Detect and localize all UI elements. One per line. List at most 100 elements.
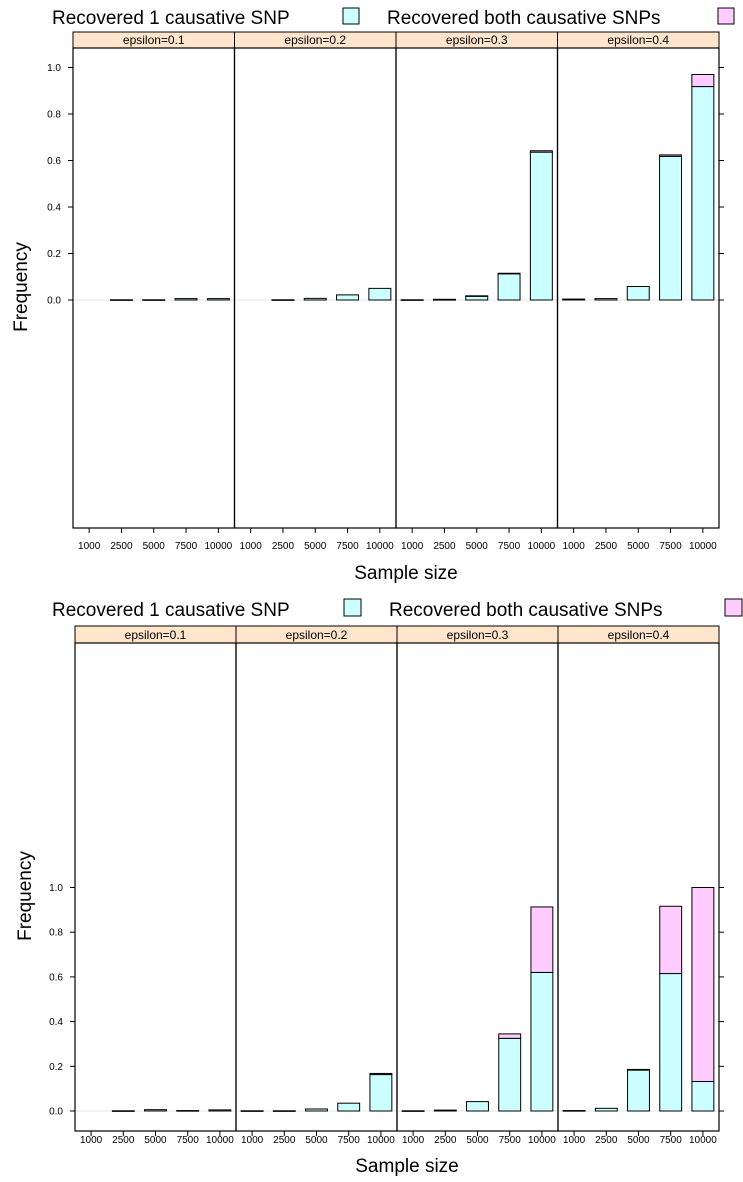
bar-one-snp xyxy=(594,298,618,301)
bar-one-snp xyxy=(206,298,230,301)
y-tick-label: 1.0 xyxy=(47,63,61,74)
chart-1: Recovered 1 causative SNP Recovered both … xyxy=(11,7,735,584)
chart-2: Recovered 1 causative SNP Recovered both … xyxy=(15,598,743,1177)
x-tick-label: 1000 xyxy=(78,541,101,552)
legend-label: Recovered both causative SNPs xyxy=(387,8,661,29)
x-tick-label: 10000 xyxy=(206,1135,234,1146)
bar-both-snps xyxy=(659,154,683,157)
bar-one-snp xyxy=(208,1109,232,1112)
bar-one-snp xyxy=(401,1110,425,1112)
panel: epsilon=0.4 1000 2500 5000 7500 10000 xyxy=(556,31,720,552)
x-tick-label: 5000 xyxy=(305,1135,328,1146)
bar-one-snp xyxy=(240,1110,264,1112)
bar-one-snp xyxy=(691,86,715,301)
legend-swatch xyxy=(342,7,360,25)
bar-one-snp xyxy=(176,1110,200,1112)
x-tick-label: 10000 xyxy=(204,541,232,552)
panel: epsilon=0.1 1000 2500 5000 7500 10000 xyxy=(74,625,237,1146)
y-tick-label: 0.6 xyxy=(49,972,63,983)
x-tick-label: 7500 xyxy=(498,541,521,552)
x-tick-label: 2500 xyxy=(595,1135,618,1146)
bar-one-snp xyxy=(691,1080,715,1112)
strip-label: epsilon=0.2 xyxy=(286,628,348,642)
bar-both-snps xyxy=(497,272,521,275)
bar-both-snps xyxy=(432,298,456,301)
bar-both-snps xyxy=(369,1072,393,1076)
strip-label: epsilon=0.3 xyxy=(447,628,509,642)
x-tick-label: 2500 xyxy=(434,1135,457,1146)
bar-one-snp xyxy=(303,297,327,301)
x-tick-label: 10000 xyxy=(366,541,394,552)
x-tick-label: 2500 xyxy=(272,541,295,552)
y-tick-label: 1.0 xyxy=(49,883,63,894)
x-tick-label: 7500 xyxy=(175,541,198,552)
x-tick-label: 5000 xyxy=(143,541,166,552)
x-tick-label: 7500 xyxy=(177,1135,200,1146)
x-tick-label: 7500 xyxy=(338,1135,361,1146)
x-tick-label: 7500 xyxy=(660,1135,683,1146)
bar-one-snp xyxy=(466,1101,489,1112)
strip-label: epsilon=0.4 xyxy=(607,33,669,47)
y-axis: 0.0 0.2 0.4 0.6 0.8 1.0 xyxy=(47,63,724,307)
bar-one-snp xyxy=(433,1109,457,1112)
panel: epsilon=0.2 1000 2500 5000 7500 10000 xyxy=(233,31,397,552)
x-tick-label: 1000 xyxy=(241,1135,264,1146)
y-tick-label: 0.8 xyxy=(47,110,61,121)
x-tick-label: 10000 xyxy=(528,1135,556,1146)
y-tick-label: 0.4 xyxy=(49,1017,63,1028)
panel-frame xyxy=(556,47,720,529)
x-tick-label: 5000 xyxy=(304,541,327,552)
bar-both-snps xyxy=(529,150,553,153)
legend-label: Recovered 1 causative SNP xyxy=(52,600,290,621)
x-tick-label: 5000 xyxy=(627,1135,650,1146)
bar-one-snp xyxy=(659,155,683,301)
x-axis-title: Sample size xyxy=(354,563,458,584)
x-tick-label: 10000 xyxy=(689,1135,717,1146)
x-tick-label: 10000 xyxy=(527,541,555,552)
strip-label: epsilon=0.3 xyxy=(446,33,508,47)
x-tick-label: 5000 xyxy=(627,541,650,552)
y-tick-label: 0.4 xyxy=(47,203,61,214)
bar-both-snps xyxy=(498,1033,522,1039)
legend-swatch xyxy=(724,598,743,617)
y-axis-title: Frequency xyxy=(15,851,36,941)
y-axis: 0.0 0.2 0.4 0.6 0.8 1.0 xyxy=(49,883,724,1118)
x-tick-label: 7500 xyxy=(336,541,359,552)
bar-one-snp xyxy=(400,299,424,301)
panel-frame xyxy=(74,642,237,1132)
bar-one-snp xyxy=(142,299,166,301)
x-tick-label: 5000 xyxy=(144,1135,167,1146)
bar-one-snp xyxy=(336,294,360,301)
panel: epsilon=0.2 1000 2500 5000 7500 10000 xyxy=(235,625,398,1146)
x-tick-label: 1000 xyxy=(402,1135,425,1146)
bar-one-snp xyxy=(109,299,133,301)
x-tick-label: 1000 xyxy=(563,541,586,552)
bar-one-snp xyxy=(337,1102,361,1112)
strip-label: epsilon=0.1 xyxy=(123,33,185,47)
y-tick-label: 0.8 xyxy=(49,928,63,939)
panel: epsilon=0.3 1000 2500 5000 7500 10000 xyxy=(395,31,559,552)
panel-frame xyxy=(72,47,236,529)
bar-one-snp xyxy=(594,1107,618,1112)
bar-one-snp xyxy=(529,151,553,301)
x-tick-label: 1000 xyxy=(563,1135,586,1146)
x-tick-label: 10000 xyxy=(367,1135,395,1146)
panel: epsilon=0.1 1000 2500 5000 7500 10000 xyxy=(72,31,236,552)
legend-swatch xyxy=(343,598,362,617)
legend: Recovered 1 causative SNP Recovered both … xyxy=(52,7,735,29)
x-tick-label: 5000 xyxy=(466,541,489,552)
strip-label: epsilon=0.1 xyxy=(125,628,187,642)
bar-both-snps xyxy=(691,887,715,1082)
bar-one-snp xyxy=(369,1074,393,1112)
x-tick-label: 5000 xyxy=(466,1135,489,1146)
bar-one-snp xyxy=(626,286,650,301)
legend-label: Recovered 1 causative SNP xyxy=(52,8,290,29)
strip-label: epsilon=0.4 xyxy=(608,628,670,642)
bar-one-snp xyxy=(174,298,198,301)
y-tick-label: 0.2 xyxy=(47,249,61,260)
y-tick-label: 0.2 xyxy=(49,1062,63,1073)
bar-one-snp xyxy=(144,1109,167,1112)
bar-both-snps xyxy=(691,73,715,88)
bar-one-snp xyxy=(368,287,392,301)
